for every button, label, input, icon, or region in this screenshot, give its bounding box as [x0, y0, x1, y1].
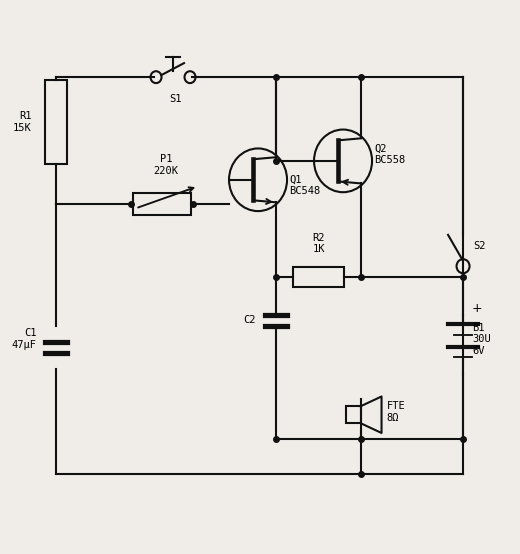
- Text: FTE
8Ω: FTE 8Ω: [386, 401, 405, 423]
- Text: C1
47μF: C1 47μF: [11, 329, 36, 350]
- Text: S2: S2: [473, 240, 486, 250]
- Text: C2: C2: [243, 315, 256, 325]
- Circle shape: [457, 259, 470, 273]
- Text: R1
15K: R1 15K: [13, 111, 32, 132]
- Bar: [345, 406, 360, 423]
- Bar: [45, 80, 67, 163]
- Text: S1: S1: [170, 94, 182, 105]
- Text: P1
220K: P1 220K: [153, 155, 178, 176]
- Circle shape: [150, 71, 162, 83]
- Text: R2
1K: R2 1K: [313, 233, 325, 254]
- Text: +: +: [472, 302, 483, 315]
- Circle shape: [314, 130, 372, 192]
- Circle shape: [185, 71, 196, 83]
- Text: Q2
BC558: Q2 BC558: [374, 143, 406, 165]
- Bar: [133, 193, 190, 215]
- Text: Q1
BC548: Q1 BC548: [290, 175, 321, 196]
- Bar: [293, 267, 344, 287]
- Circle shape: [229, 148, 287, 211]
- Text: B1
30U
6V: B1 30U 6V: [472, 322, 491, 356]
